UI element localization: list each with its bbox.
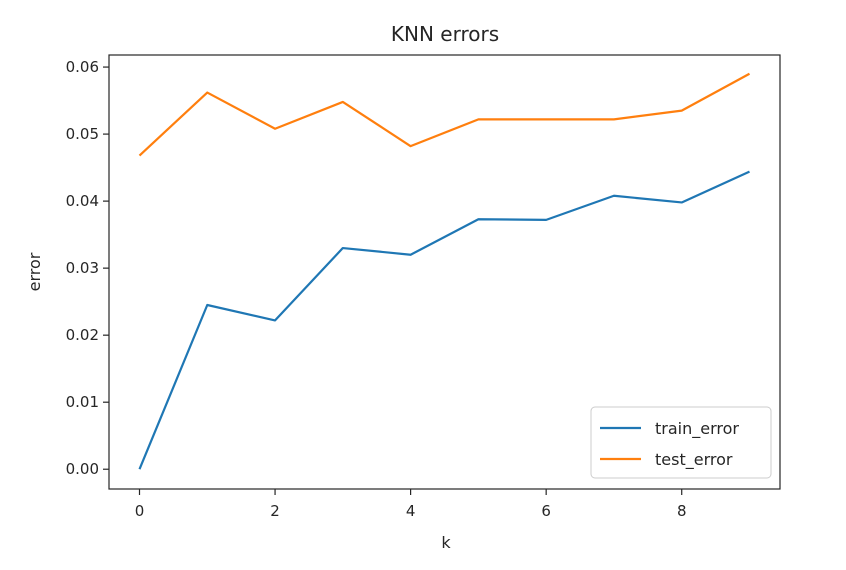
y-axis-label: error (25, 252, 44, 291)
series-line-test_error (138, 72, 751, 157)
legend-label-test_error: test_error (655, 450, 733, 470)
y-tick-label: 0.00 (66, 460, 99, 478)
y-tick-label: 0.05 (66, 125, 99, 143)
chart-title: KNN errors (391, 22, 499, 46)
x-tick-label: 8 (677, 502, 687, 520)
legend-label-train_error: train_error (655, 419, 739, 439)
y-tick-label: 0.04 (66, 192, 99, 210)
y-tick-label: 0.03 (66, 259, 99, 277)
x-tick-label: 6 (541, 502, 551, 520)
x-axis-label: k (441, 533, 451, 552)
series-line-train_error (138, 170, 750, 470)
plot-frame (108, 54, 781, 490)
x-tick-label: 0 (135, 502, 145, 520)
y-tick-label: 0.01 (66, 393, 99, 411)
x-tick-label: 4 (406, 502, 416, 520)
x-tick-label: 2 (270, 502, 280, 520)
legend-box (590, 406, 772, 479)
y-tick-label: 0.06 (66, 58, 99, 76)
y-tick-label: 0.02 (66, 326, 99, 344)
legend: train_error test_error (590, 406, 772, 479)
